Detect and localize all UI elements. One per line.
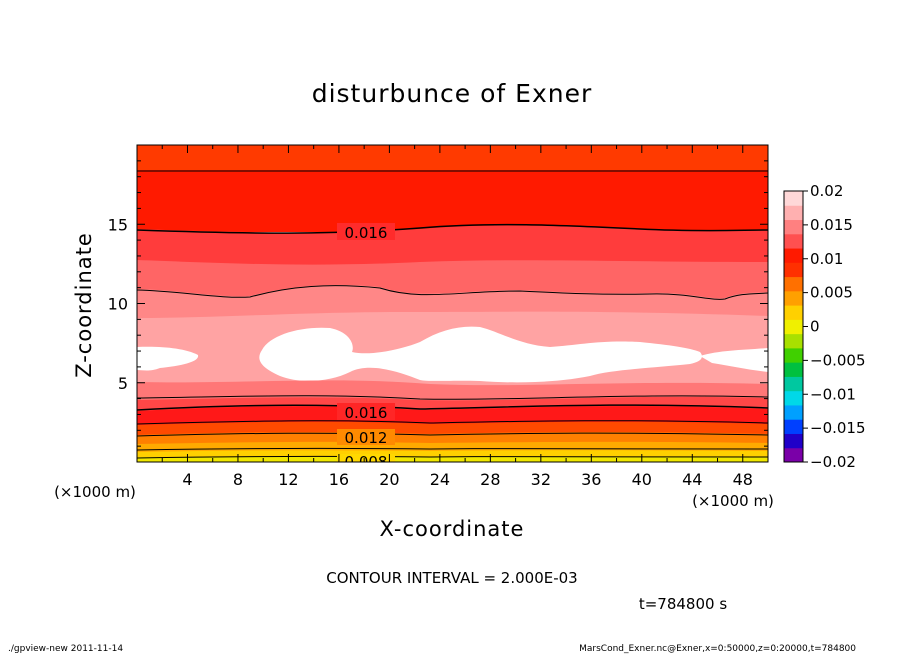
contour-line <box>137 420 768 425</box>
colorbar-swatch <box>784 419 803 434</box>
colorbar-swatch <box>784 404 803 420</box>
plot-area: 0.016 0.016 0.012 0.008 <box>137 145 768 471</box>
contour-line <box>137 285 768 300</box>
x-tick-label: 24 <box>430 470 450 489</box>
x-tick-label: 32 <box>531 470 551 489</box>
band-upper <box>137 170 768 232</box>
contour-line <box>137 223 768 234</box>
white-region-left <box>137 346 199 371</box>
x-tick-label: 40 <box>632 470 652 489</box>
x-tick-label: 36 <box>581 470 601 489</box>
x-tick-label: 8 <box>233 470 243 489</box>
chart-title: disturbunce of Exner <box>312 79 593 108</box>
colorbar-swatch <box>784 433 803 449</box>
colorbar-swatch <box>784 305 803 320</box>
colorbar-swatch <box>784 333 803 349</box>
contour-label: 0.016 <box>345 224 388 242</box>
x-tick-label: 12 <box>278 470 298 489</box>
colorbar-swatch <box>784 447 803 463</box>
colorbar-labels: 0.02 0.015 0.01 0.005 0 −0.005 −0.01 −0.015 −0.0… <box>803 182 866 471</box>
colorbar-swatch <box>784 276 803 292</box>
colorbar-swatch <box>784 191 803 206</box>
contour-line <box>137 432 768 437</box>
x-tick-label: 44 <box>682 470 702 489</box>
white-region-center <box>259 326 702 383</box>
band-yellow <box>137 457 768 462</box>
y-tick-label: 5 <box>118 374 128 393</box>
white-region-right <box>700 348 768 372</box>
colorbar-swatch <box>784 376 803 392</box>
colorbar-label: −0.02 <box>810 453 856 471</box>
y-axis-label: Z-coordinate <box>72 232 96 378</box>
colorbar-label: 0.005 <box>810 284 853 302</box>
contour-label: 0.016 <box>345 404 388 422</box>
colorbar-swatch <box>784 262 803 278</box>
colorbar-label: 0.02 <box>810 182 843 200</box>
contour-label: 0.008 <box>345 453 388 471</box>
colorbar-label: 0 <box>810 318 820 336</box>
colorbar-label: 0.015 <box>810 216 853 234</box>
colorbar-swatch <box>784 219 803 235</box>
colorbar-label: 0.01 <box>810 250 843 268</box>
y-tick-label: 10 <box>108 295 128 314</box>
band-top <box>137 145 768 172</box>
y-axis-ticks: 5 10 15 <box>108 144 768 447</box>
x-tick-label: 20 <box>379 470 399 489</box>
y-tick-label: 15 <box>108 215 128 234</box>
colorbar-swatch <box>784 362 803 377</box>
footer-right: MarsCond_Exner.nc@Exner,x=0:50000,z=0:20… <box>579 644 856 654</box>
y-unit-label: (×1000 m) <box>54 483 136 501</box>
contour-label: 0.012 <box>345 429 388 447</box>
x-tick-label: 16 <box>329 470 349 489</box>
contour-line <box>137 404 768 411</box>
colorbar-swatch <box>784 233 803 249</box>
colorbar-swatch <box>784 319 803 335</box>
colorbar-swatch <box>784 290 803 306</box>
colorbar-swatch <box>784 347 803 363</box>
contour-line <box>137 447 768 451</box>
colorbar-swatch <box>784 390 803 406</box>
colorbar-label: −0.015 <box>810 419 866 437</box>
colorbar-label: −0.01 <box>810 385 856 403</box>
colorbar <box>783 190 804 463</box>
x-axis-label: X-coordinate <box>380 517 525 541</box>
footer-left: ./gpview-new 2011-11-14 <box>8 644 123 654</box>
x-axis-ticks: 4 8 12 16 20 24 28 32 36 40 44 48 <box>161 145 769 489</box>
contour-interval-note: CONTOUR INTERVAL = 2.000E-03 <box>326 569 577 587</box>
colorbar-label: −0.005 <box>810 351 866 369</box>
contour-line <box>137 395 768 400</box>
x-unit-label: (×1000 m) <box>692 492 774 510</box>
x-tick-label: 4 <box>182 470 192 489</box>
x-tick-label: 28 <box>480 470 500 489</box>
colorbar-swatch <box>784 248 803 263</box>
colorbar-swatch <box>784 205 803 221</box>
time-stamp: t=784800 s <box>639 595 727 613</box>
x-tick-label: 48 <box>733 470 753 489</box>
